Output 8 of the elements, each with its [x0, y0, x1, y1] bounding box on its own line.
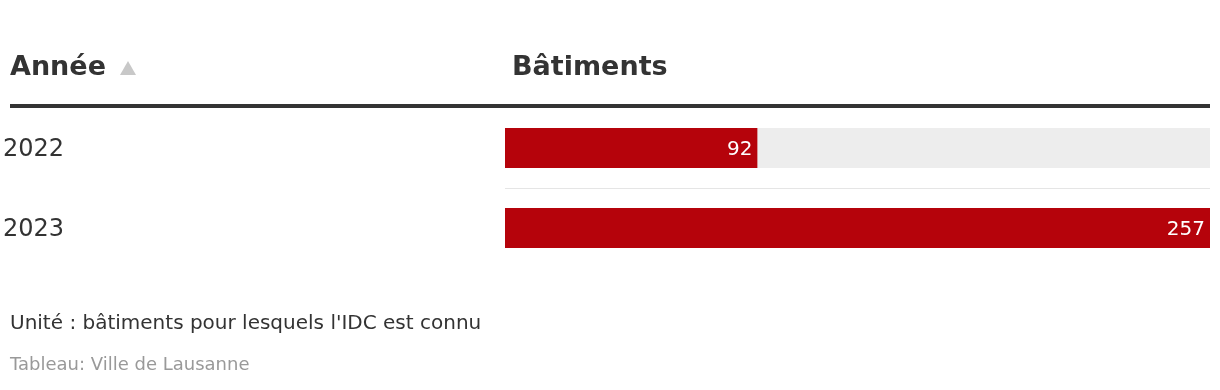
y-tick-label: 2022 — [3, 134, 65, 162]
x-axis-title: Bâtiments — [512, 50, 668, 81]
text: Unité : bâtiments pour lesquels l'IDC est connu — [10, 310, 482, 334]
y-axis-title: Année — [10, 50, 106, 81]
data-label: 92 — [726, 136, 753, 160]
data-label: 257 — [1166, 216, 1205, 240]
text: Tableau: Ville de Lausanne — [9, 352, 250, 374]
y-tick-label: 2023 — [3, 214, 65, 242]
